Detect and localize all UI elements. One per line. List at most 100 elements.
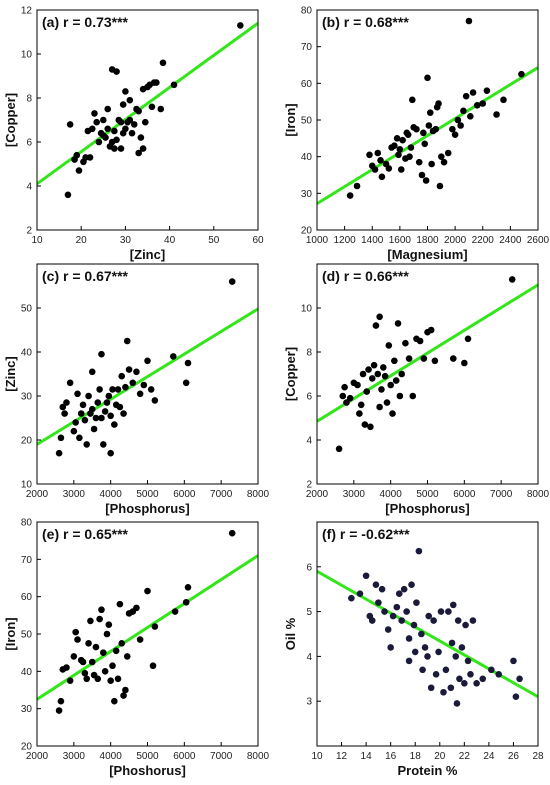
data-point: [70, 427, 78, 435]
y-tick-label: 3: [306, 697, 312, 708]
x-axis-label: [Phosphorus]: [385, 501, 470, 516]
x-tick-label: 8000: [247, 751, 270, 762]
panel-title: (a) r = 0.73***: [42, 14, 129, 30]
data-point: [117, 145, 125, 152]
data-point: [427, 326, 435, 334]
scatter-panel-3: 2000 3000 4000 5000 6000 7000 8000 10 20 30 40 50 (c…: [3, 263, 270, 516]
data-point: [462, 621, 469, 629]
data-point: [136, 636, 144, 643]
x-tick-label: 28: [532, 751, 544, 762]
panel-title: (f) r = -0.62***: [322, 526, 410, 542]
data-point: [147, 386, 155, 393]
data-point: [184, 584, 192, 591]
data-point: [149, 662, 157, 670]
data-point: [372, 581, 380, 589]
data-point: [454, 617, 462, 624]
y-tick-label: 70: [301, 42, 313, 53]
data-point: [461, 359, 468, 367]
data-point: [123, 337, 131, 345]
data-point: [440, 688, 447, 696]
data-point: [378, 386, 385, 393]
data-point: [435, 100, 442, 107]
data-point: [424, 653, 431, 660]
x-tick-label: 1400: [361, 235, 384, 246]
data-point: [90, 425, 98, 433]
y-tick-label: 10: [21, 480, 33, 491]
scatter-panel-2: 1000 1200 1400 1600 1800 2000 2200 2400 2600 20 30…: [283, 6, 550, 263]
data-point: [104, 125, 112, 133]
y-tick-label: 20: [21, 742, 33, 753]
data-point: [237, 22, 244, 29]
data-point: [396, 392, 404, 400]
data-point: [398, 370, 406, 378]
data-point: [93, 118, 100, 126]
y-tick-label: 2: [306, 480, 312, 491]
data-point: [116, 600, 124, 608]
x-tick-label: 2400: [499, 235, 522, 246]
y-tick-label: 40: [21, 667, 33, 678]
x-tick-label: 3000: [63, 489, 86, 500]
y-tick-label: 6: [306, 392, 312, 403]
data-point: [367, 423, 374, 431]
data-point: [111, 421, 118, 428]
y-tick-label: 10: [21, 50, 33, 61]
data-point: [451, 131, 459, 138]
data-point: [122, 125, 129, 133]
data-point: [88, 368, 96, 376]
data-point: [425, 612, 433, 620]
x-tick-label: 5000: [136, 751, 159, 762]
data-point: [464, 335, 472, 343]
x-tick-label: 2000: [26, 489, 49, 500]
data-point: [422, 177, 430, 184]
data-point: [473, 679, 480, 687]
data-point: [465, 17, 473, 25]
data-point: [447, 684, 455, 692]
x-tick-label: 1800: [416, 235, 439, 246]
data-point: [420, 355, 428, 362]
x-axis-label: Protein %: [398, 763, 458, 778]
data-point: [411, 648, 419, 656]
data-point: [182, 598, 190, 606]
data-point: [437, 608, 445, 615]
data-point: [133, 604, 140, 612]
data-point: [393, 603, 401, 611]
y-tick-label: 10: [301, 304, 313, 315]
data-point: [122, 686, 129, 694]
data-point: [92, 643, 100, 651]
plot-frame: [316, 263, 539, 485]
x-tick-label: 3000: [63, 751, 86, 762]
x-tick-label: 12: [336, 751, 348, 762]
y-tick-label: 20: [21, 436, 33, 447]
y-tick-label: 4: [26, 182, 32, 193]
data-point: [151, 623, 159, 630]
data-point: [493, 111, 500, 118]
data-point: [85, 640, 92, 647]
data-point: [462, 92, 470, 100]
data-point: [77, 410, 85, 417]
data-point: [96, 615, 103, 623]
data-point: [59, 403, 67, 411]
x-tick-label: 8000: [527, 489, 550, 500]
data-point: [376, 313, 383, 321]
data-point: [339, 392, 347, 400]
data-point: [452, 653, 460, 660]
data-point: [109, 662, 116, 670]
data-point: [479, 100, 487, 107]
data-point: [461, 679, 468, 687]
data-point: [83, 675, 91, 683]
data-point: [119, 101, 127, 108]
y-tick-label: 4: [306, 652, 312, 663]
regression-line: [37, 554, 258, 701]
data-point: [130, 121, 138, 128]
data-point: [395, 151, 402, 159]
y-axis-label: Oil %: [283, 617, 298, 650]
data-point: [74, 390, 81, 398]
data-point: [136, 390, 144, 398]
data-point: [98, 414, 105, 422]
y-tick-label: 12: [21, 6, 33, 17]
data-point: [94, 675, 102, 683]
data-point: [73, 151, 81, 159]
x-tick-label: 4000: [100, 751, 123, 762]
data-point: [407, 144, 415, 151]
x-tick-label: 50: [208, 235, 220, 246]
